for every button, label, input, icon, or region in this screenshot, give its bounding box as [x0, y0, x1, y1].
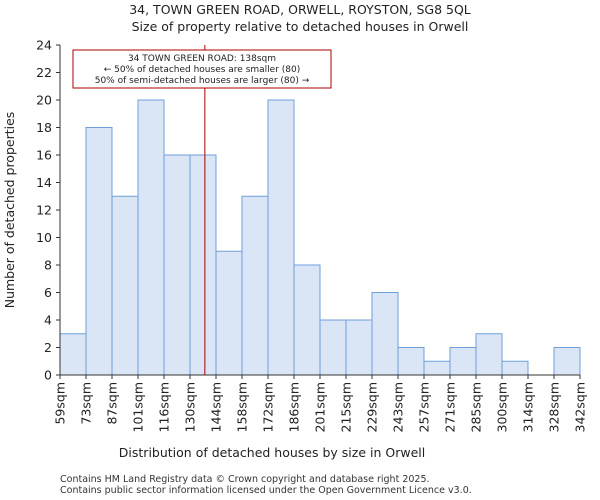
bar-215sqm — [345, 319, 373, 376]
x-tick-label: 342sqm — [573, 382, 588, 432]
bar-186sqm — [293, 264, 321, 376]
footer-line-2: Contains public sector information licen… — [60, 485, 472, 496]
x-tick-label: 257sqm — [417, 382, 432, 432]
x-tick-label: 101sqm — [131, 382, 146, 432]
bar-144sqm — [215, 250, 243, 376]
x-tick-label: 229sqm — [365, 382, 380, 432]
y-tick-label: 10 — [36, 230, 52, 245]
x-tick-label: 201sqm — [313, 382, 328, 432]
x-tick-label: 314sqm — [521, 382, 536, 432]
x-tick-label: 328sqm — [547, 382, 562, 432]
bar-87sqm — [111, 195, 139, 376]
bar-243sqm — [397, 347, 425, 376]
annotation-border — [72, 49, 332, 89]
bar-172sqm — [267, 99, 295, 376]
x-tick-label: 59sqm — [53, 382, 68, 425]
chart-title: 34, TOWN GREEN ROAD, ORWELL, ROYSTON, SG… — [129, 2, 471, 17]
footer-line-1: Contains HM Land Registry data © Crown c… — [60, 474, 430, 485]
x-axis-label: Distribution of detached houses by size … — [119, 445, 425, 460]
y-tick-label: 22 — [36, 65, 52, 80]
y-tick-label: 4 — [44, 313, 52, 328]
bar-257sqm — [423, 360, 451, 376]
bar-285sqm — [475, 333, 503, 376]
annotation-line-3: 50% of semi-detached houses are larger (… — [95, 76, 310, 86]
chart-subtitle: Size of property relative to detached ho… — [132, 19, 469, 34]
y-tick-label: 12 — [36, 203, 52, 218]
annotation-line-1: 34 TOWN GREEN ROAD: 138sqm — [128, 54, 276, 64]
bar-101sqm — [137, 99, 165, 376]
y-tick-label: 2 — [44, 340, 52, 355]
y-tick-label: 14 — [36, 175, 52, 190]
bar-229sqm — [371, 292, 399, 376]
x-tick-label: 87sqm — [105, 382, 120, 425]
x-ticks-group: 59sqm 73sqm 87sqm 101sqm 116sqm 130sqm 144sqm 1… — [53, 375, 588, 432]
y-tick-label: 24 — [36, 38, 52, 53]
y-tick-label: 16 — [36, 148, 52, 163]
bar-59sqm — [59, 333, 87, 376]
x-tick-label: 271sqm — [443, 382, 458, 432]
y-tick-label: 8 — [44, 258, 52, 273]
bar-328sqm — [553, 347, 581, 376]
bar-73sqm — [85, 127, 113, 376]
y-tick-label: 0 — [44, 368, 52, 383]
x-tick-label: 300sqm — [495, 382, 510, 432]
y-tick-label: 6 — [44, 285, 52, 300]
x-tick-label: 172sqm — [261, 382, 276, 432]
x-tick-label: 130sqm — [183, 382, 198, 432]
annotation-line-2: ← 50% of detached houses are smaller (80… — [104, 65, 301, 75]
bar-201sqm — [319, 319, 347, 376]
bar-300sqm — [501, 360, 529, 376]
bars-group — [59, 99, 581, 376]
y-axis-label: Number of detached properties — [2, 112, 17, 309]
bar-271sqm — [449, 347, 477, 376]
x-tick-label: 116sqm — [157, 382, 172, 432]
x-tick-label: 73sqm — [79, 382, 94, 425]
x-tick-label: 144sqm — [209, 382, 224, 432]
bar-158sqm — [241, 195, 269, 376]
x-tick-label: 158sqm — [235, 382, 250, 432]
x-tick-label: 285sqm — [469, 382, 484, 432]
bar-130sqm — [189, 154, 217, 376]
annotation-box: 34 TOWN GREEN ROAD: 138sqm ← 50% of deta… — [72, 49, 332, 89]
x-tick-label: 215sqm — [339, 382, 354, 432]
y-tick-label: 20 — [36, 93, 52, 108]
y-tick-label: 18 — [36, 120, 52, 135]
x-tick-label: 186sqm — [287, 382, 302, 432]
x-tick-label: 243sqm — [391, 382, 406, 432]
bar-116sqm — [163, 154, 191, 376]
